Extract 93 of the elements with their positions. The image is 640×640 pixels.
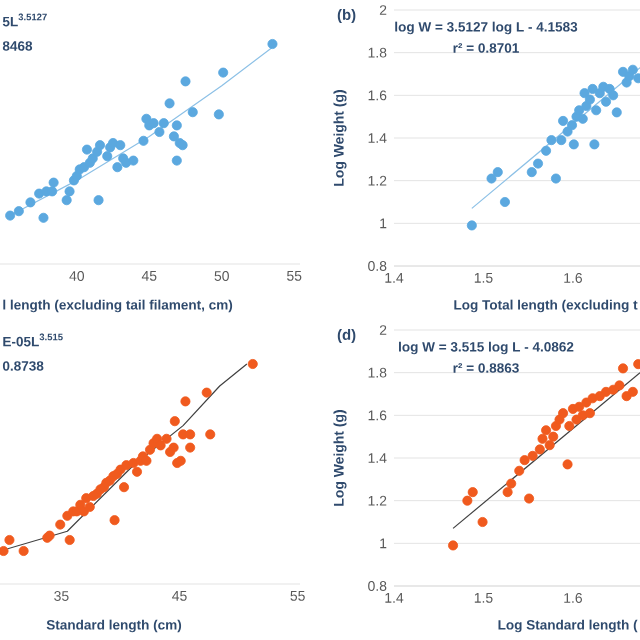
- point: [587, 83, 598, 94]
- point: [574, 105, 585, 116]
- point: [128, 155, 139, 166]
- point: [601, 96, 612, 107]
- point: [102, 151, 113, 162]
- point: [506, 478, 517, 489]
- point: [171, 155, 182, 166]
- point: [611, 107, 622, 118]
- point: [502, 487, 513, 498]
- point: [568, 139, 579, 150]
- point: [55, 519, 66, 530]
- point: [584, 408, 595, 419]
- point: [577, 113, 588, 124]
- point: [185, 442, 196, 453]
- point: [562, 459, 573, 470]
- point: [608, 90, 619, 101]
- point: [132, 466, 143, 477]
- point: [61, 195, 72, 206]
- point: [180, 396, 191, 407]
- point: [64, 186, 75, 197]
- point: [541, 425, 552, 436]
- point: [567, 120, 578, 131]
- point: [477, 517, 488, 527]
- point: [584, 94, 595, 105]
- point: [499, 197, 510, 207]
- point: [514, 465, 525, 476]
- point: [95, 140, 105, 151]
- point: [115, 140, 126, 151]
- point: [93, 195, 104, 206]
- point: [467, 487, 478, 498]
- point: [589, 139, 600, 150]
- point: [524, 493, 535, 504]
- point: [218, 67, 229, 78]
- point: [564, 421, 575, 431]
- point: [81, 144, 92, 155]
- point: [213, 109, 224, 120]
- point: [579, 88, 590, 99]
- point: [25, 197, 36, 208]
- point: [154, 127, 165, 137]
- point: [556, 135, 567, 146]
- point: [168, 131, 179, 142]
- point: [168, 442, 179, 453]
- point: [533, 158, 544, 169]
- point: [527, 450, 538, 461]
- point: [109, 515, 120, 526]
- point: [158, 118, 169, 129]
- point: [0, 546, 9, 556]
- point: [462, 495, 473, 506]
- point: [448, 540, 459, 551]
- point: [466, 220, 477, 231]
- point: [537, 433, 548, 444]
- point: [267, 39, 278, 49]
- point: [571, 414, 582, 425]
- point: [627, 64, 638, 75]
- point: [138, 135, 149, 146]
- point: [155, 440, 166, 451]
- point: [558, 115, 569, 126]
- point: [187, 107, 198, 118]
- point: [171, 120, 182, 131]
- point: [119, 482, 130, 493]
- point: [18, 546, 29, 556]
- point: [574, 401, 585, 412]
- point: [534, 444, 545, 455]
- point: [38, 212, 49, 223]
- point: [558, 408, 569, 419]
- point: [112, 162, 123, 173]
- point: [247, 359, 258, 369]
- point: [13, 206, 24, 217]
- point: [64, 535, 75, 545]
- point: [164, 98, 175, 109]
- point: [614, 380, 625, 391]
- point: [548, 431, 559, 442]
- point: [161, 433, 172, 444]
- point: [618, 363, 629, 374]
- point: [486, 173, 497, 184]
- point: [591, 105, 602, 116]
- point: [550, 173, 561, 184]
- point: [205, 429, 216, 440]
- point: [201, 387, 212, 398]
- point: [546, 135, 557, 146]
- point: [526, 167, 537, 178]
- point: [541, 145, 552, 156]
- point: [4, 535, 15, 545]
- point: [544, 440, 555, 451]
- point: [84, 502, 95, 512]
- point: [519, 455, 530, 466]
- point: [169, 416, 180, 427]
- point: [627, 386, 638, 397]
- point: [48, 177, 59, 188]
- point: [492, 167, 503, 178]
- point: [5, 210, 16, 221]
- point: [185, 429, 196, 440]
- point: [180, 76, 191, 87]
